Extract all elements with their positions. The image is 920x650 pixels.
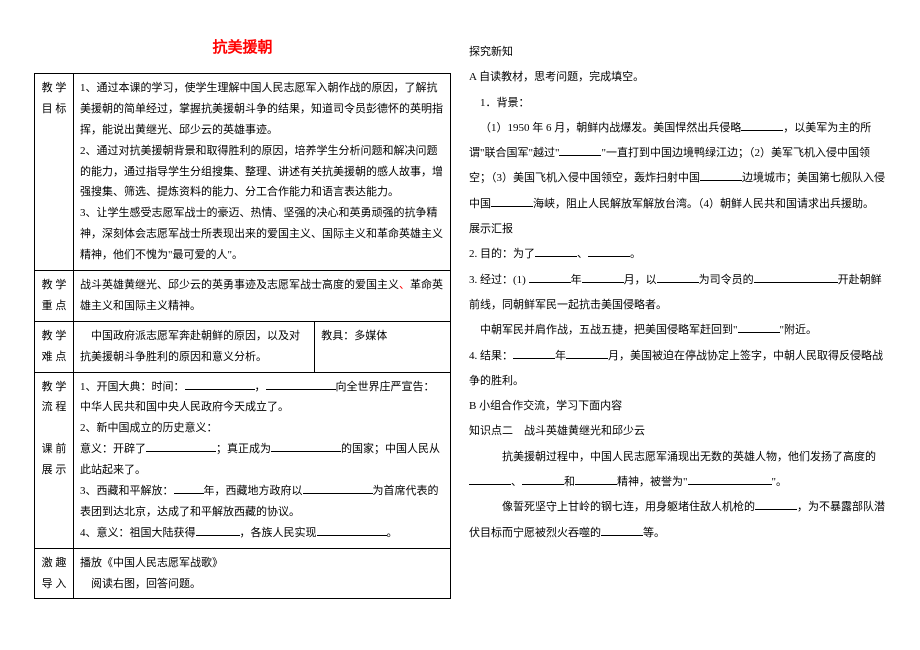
knowledge-point-2: 知识点二 战斗英雄黄继光和邱少云 (469, 419, 886, 444)
row-label-difficulty: 教 学难 点 (35, 321, 74, 372)
process-line-b: 中朝军民并肩作战，五战五捷，把美国侵略军赶回到""附近。 (469, 318, 886, 343)
row-body-objective: 1、通过本课的学习，使学生理解中国人民志愿军入朝作战的原因，了解抗美援朝的简单经… (74, 74, 451, 271)
section-a-title: A 自读教材，思考问题，完成填空。 (469, 65, 886, 90)
background-body: （1）1950 年 6 月，朝鲜内战爆发。美国悍然出兵侵略，以美军为主的所谓"联… (469, 116, 886, 217)
background-title: 1．背景： (469, 91, 886, 116)
right-column-content: 探究新知 A 自读教材，思考问题，完成填空。 1．背景： （1）1950 年 6… (469, 36, 886, 546)
row-body-difficulty-right: 教具：多媒体 (315, 321, 451, 372)
section-b-title: B 小组合作交流，学习下面内容 (469, 394, 886, 419)
page-title: 抗美援朝 (34, 36, 451, 57)
row-label-keypoint: 教 学重 点 (35, 271, 74, 322)
knowledge-body-2: 像誓死坚守上甘岭的钢七连，用身躯堵住敌人机枪的，为不暴露部队潜伏目标而宁愿被烈火… (469, 495, 886, 546)
row-label-intro: 激 趣导 入 (35, 548, 74, 599)
explore-heading: 探究新知 (469, 40, 886, 65)
show-report: 展示汇报 (469, 217, 886, 242)
purpose-line: 2. 目的：为了、。 (469, 242, 886, 267)
row-body-keypoint: 战斗英雄黄继光、邱少云的英勇事迹及志愿军战士高度的爱国主义、革命英雄主义和国际主… (74, 271, 451, 322)
lesson-plan-table: 教 学目 标 1、通过本课的学习，使学生理解中国人民志愿军入朝作战的原因，了解抗… (34, 73, 451, 599)
process-line: 3. 经过：(1) 年月，以为司令员的开赴朝鲜前线，同朝鲜军民一起抗击美国侵略者… (469, 268, 886, 319)
knowledge-body-1: 抗美援朝过程中，中国人民志愿军涌现出无数的英雄人物，他们发扬了高度的、和精神，被… (469, 445, 886, 496)
row-body-intro: 播放《中国人民志愿军战歌》 阅读右图，回答问题。 (74, 548, 451, 599)
row-body-difficulty-left: 中国政府派志愿军奔赴朝鲜的原因，以及对抗美援朝斗争胜利的原因和意义分析。 (74, 321, 315, 372)
row-label-process: 教 学流 程课 前展 示 (35, 372, 74, 548)
result-line: 4. 结果：年月，美国被迫在停战协定上签字，中朝人民取得反侵略战争的胜利。 (469, 344, 886, 395)
row-label-objective: 教 学目 标 (35, 74, 74, 271)
row-body-process: 1、开国大典：时间：，向全世界庄严宣告：中华人民共和国中央人民政府今天成立了。2… (74, 372, 451, 548)
